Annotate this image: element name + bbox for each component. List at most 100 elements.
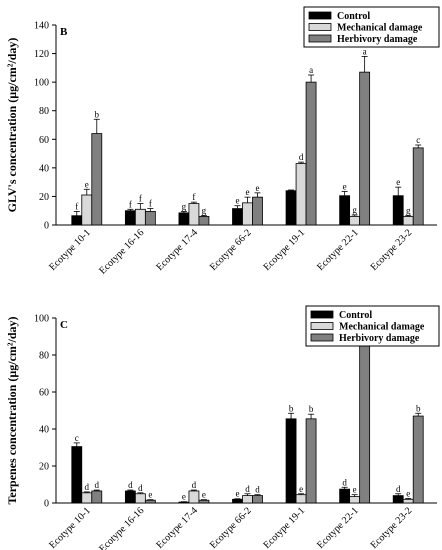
y-tick-label: 140 [34,21,49,32]
significance-letter: c [416,135,420,145]
bar-control [124,210,136,226]
significance-letter: e [182,492,186,502]
x-category-label: Ecotype 23-2 [369,227,415,273]
significance-letter: e [85,179,89,189]
bar-control [392,195,404,226]
x-category-label: Ecotype 17-4 [154,227,200,273]
legend-label: Mechanical damage [339,322,425,333]
significance-letter: g [406,206,411,216]
y-axis-title: GLV's concentration (µg/cm²/day) [5,38,19,213]
significance-letter: e [236,489,240,499]
significance-letter: e [202,490,206,500]
bar-mechanical-damage [134,208,146,226]
legend-swatch [310,333,334,342]
x-category-label: Ecotype 17-4 [154,505,200,550]
bar-herbivory-damage [359,71,371,226]
significance-letter: d [138,483,143,493]
significance-letter: b [95,109,100,119]
legend-swatch [308,34,332,43]
x-category-label: Ecotype 23-2 [369,505,415,550]
significance-letter: d [396,484,401,494]
bar-control [285,190,297,226]
bar-control [339,195,351,226]
significance-letter: e [406,488,410,498]
significance-letter: e [353,485,357,495]
significance-letter: b [289,403,294,413]
y-tick-label: 60 [39,388,49,399]
significance-letter: f [75,201,78,211]
x-category-label: Ecotype 16-16 [97,505,146,550]
y-axis-title: Terpenes concentration (µg/cm²/day) [5,316,19,504]
x-category-label: Ecotype 22-1 [315,505,361,550]
bar-control [178,212,190,226]
significance-letter: d [255,485,260,495]
significance-letter: f [192,192,195,202]
significance-letter: d [342,477,347,487]
bar-herbivory-damage [412,415,424,504]
significance-letter: d [128,480,133,490]
y-tick-label: 60 [39,135,49,146]
x-category-label: Ecotype 16-16 [97,227,146,276]
x-category-label: Ecotype 19-1 [262,227,308,273]
y-tick-label: 20 [39,192,49,203]
bar-herbivory-damage [252,495,263,504]
x-category-label: Ecotype 66-2 [208,505,254,550]
significance-letter: e [236,196,240,206]
significance-letter: g [352,205,357,215]
y-tick-label: 40 [39,163,49,174]
bar-control [392,495,404,504]
bar-mechanical-damage [295,163,307,226]
bar-mechanical-damage [188,490,200,504]
bar-herbivory-damage [198,499,210,504]
x-category-label: Ecotype 66-2 [208,227,254,273]
bar-mechanical-damage [134,493,146,504]
significance-letter: d [245,484,250,494]
significance-letter: d [192,480,197,490]
y-tick-label: 20 [39,462,49,473]
bar-herbivory-damage [91,490,103,504]
chart-panel-c: 0 20 40 60 80 100 C Terpenes concentration (µg/… [5,305,440,550]
significance-letter: e [246,187,250,197]
significance-letter: d [85,482,90,492]
bar-control [178,501,190,504]
y-tick-label: 100 [34,314,49,325]
bar-herbivory-damage [305,418,317,504]
significance-letter: d [95,480,100,490]
x-category-label: Ecotype 10-1 [47,505,93,550]
bar-mechanical-damage [295,494,307,504]
chart-panel-b: 0 20 40 60 80 100 120 140 B GLV's concentration (… [5,6,440,277]
legend-label: Herbivory damage [339,333,420,344]
bar-control [124,490,136,504]
x-category-label: Ecotype 22-1 [315,227,361,273]
panel-label: B [60,26,68,38]
bar-mechanical-damage [81,194,93,226]
significance-letter: e [396,177,400,187]
y-tick-label: 120 [34,49,49,60]
significance-letter: e [343,181,347,191]
panel-label: C [60,319,68,331]
bar-herbivory-damage [91,133,103,226]
bar-control [232,498,243,504]
significance-letter: e [148,490,152,500]
x-category-label: Ecotype 19-1 [262,505,308,550]
bar-mechanical-damage [349,496,361,504]
bar-herbivory-damage [144,499,156,504]
significance-letter: g [202,206,207,216]
significance-letter: e [299,484,303,494]
y-tick-label: 80 [39,106,49,117]
significance-letter: b [309,404,314,414]
significance-letter: e [256,183,260,193]
bar-mechanical-damage [242,202,253,226]
bar-herbivory-damage [144,211,156,226]
bar-control [285,418,297,504]
legend-swatch [310,322,334,330]
x-category-label: Ecotype 10-1 [47,227,93,273]
y-tick-label: 0 [44,499,49,510]
legend-swatch [308,11,332,20]
bar-mechanical-damage [81,492,93,504]
bar-herbivory-damage [359,343,371,504]
significance-letter: a [363,46,367,56]
bar-herbivory-damage [305,81,317,226]
